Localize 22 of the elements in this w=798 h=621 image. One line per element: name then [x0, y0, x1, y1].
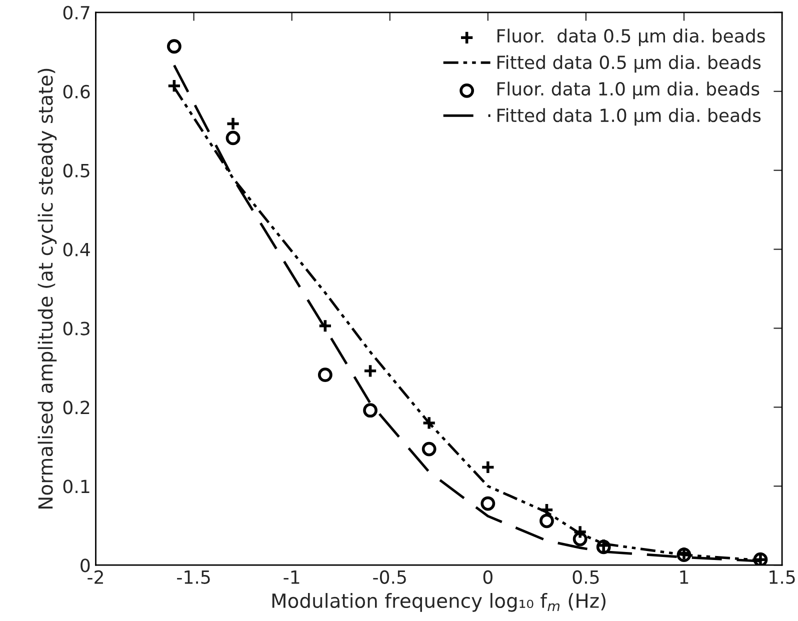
- legend-label: Fluor. data 0.5 μm dia. beads: [497, 28, 765, 46]
- y-tick-label: 0.2: [63, 400, 90, 414]
- x-axis-title: Modulation frequency log₁₀ f$_{m}$ (Hz): [272, 593, 606, 612]
- x-tick-label: 1.5: [770, 570, 795, 584]
- x-tick-label: -2: [88, 570, 103, 584]
- legend-label: Fitted data 0.5 μm dia. beads: [497, 55, 761, 73]
- y-axis-title: Normalised amplitude (at cyclic steady state): [38, 68, 57, 508]
- x-tick-label: -1.5: [177, 570, 210, 584]
- y-tick-label: 0.6: [63, 84, 90, 98]
- legend-label: Fitted data 1.0 μm dia. beads: [497, 108, 761, 126]
- x-tick-label: -1: [284, 570, 300, 584]
- y-tick-label: 0.7: [63, 6, 90, 20]
- x-tick-label: -0.5: [373, 570, 406, 584]
- y-tick-label: 0.4: [63, 242, 90, 256]
- y-tick-label: 0.1: [63, 480, 90, 494]
- y-tick-label: 0.5: [63, 164, 90, 178]
- y-tick-label: 0.3: [63, 322, 90, 336]
- x-tick-label: 0.5: [572, 570, 599, 584]
- x-tick-label: 0: [483, 570, 492, 584]
- x-tick-label: 1: [680, 570, 688, 584]
- legend-label: Fluor. data 1.0 μm dia. beads: [497, 82, 760, 100]
- y-tick-label: 0: [80, 558, 90, 572]
